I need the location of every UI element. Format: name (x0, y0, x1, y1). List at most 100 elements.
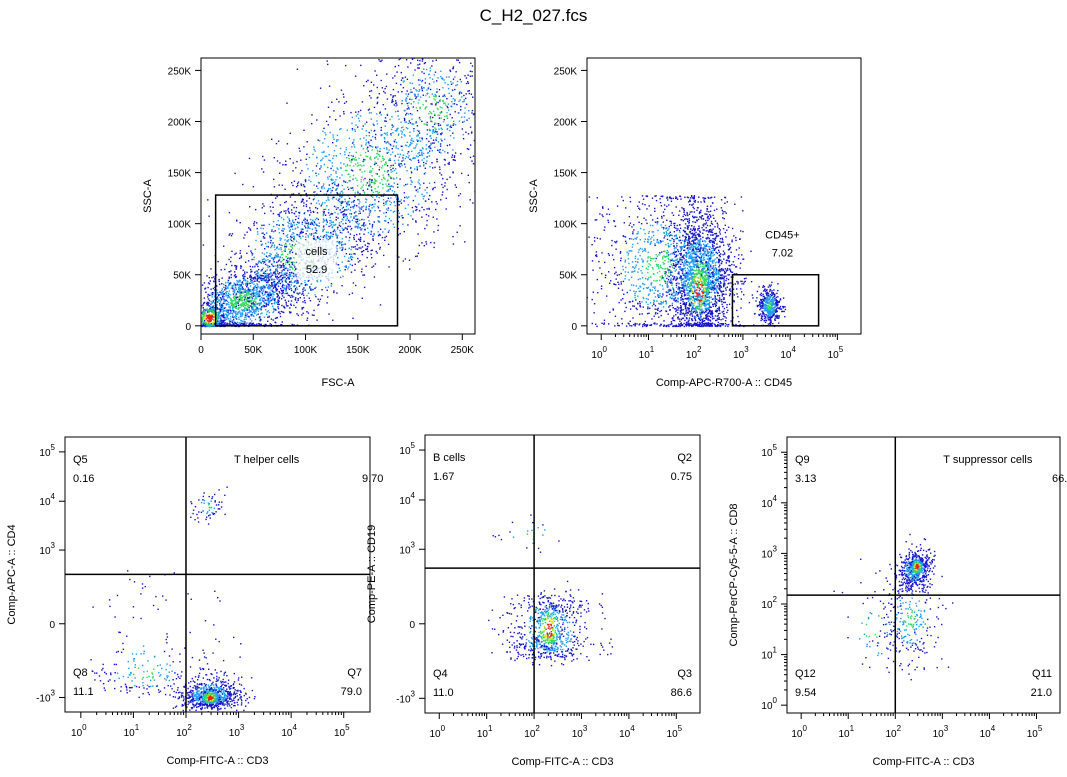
quadrant-value: 1.67 (433, 471, 454, 483)
x-tick-label: 0 (198, 345, 204, 356)
x-tick-label: 101 (124, 723, 140, 739)
x-tick-label: 103 (229, 723, 245, 739)
y-tick-label: 150K (168, 169, 192, 180)
x-tick-label: 103 (572, 724, 588, 740)
y-tick-label: 103 (761, 544, 777, 560)
x-tick-label: 105 (667, 724, 683, 740)
y-tick-label: 105 (399, 441, 415, 457)
quadrant-name: Q7 (347, 667, 362, 679)
quadrant-value: 66.4 (1052, 473, 1067, 485)
y-axis-label: Comp-APC-A :: CD4 (6, 524, 18, 624)
quadrant-value: 9.70 (362, 473, 383, 485)
x-tick-label: 105 (1027, 724, 1043, 740)
x-axis-label: Comp-FITC-A :: CD3 (872, 756, 974, 768)
plot-cd3-cd8-events (833, 533, 954, 681)
x-tick-label: 104 (780, 345, 796, 361)
gate-cells (214, 194, 399, 327)
quadrant-name: Q9 (795, 454, 810, 466)
quadrant-value: 11.1 (73, 686, 94, 698)
quadrant-value: 0.75 (671, 471, 692, 483)
x-tick-label: 100 (71, 723, 87, 739)
x-tick-label: 105 (334, 723, 350, 739)
y-tick-label: 150K (554, 169, 578, 180)
y-tick-label: 100 (761, 696, 777, 712)
quadrant-value: 9.54 (795, 687, 816, 699)
x-axis-label: FSC-A (322, 377, 356, 389)
y-tick-label: 200K (554, 117, 578, 128)
y-tick-label: 103 (399, 540, 415, 556)
y-tick-label: 105 (39, 443, 55, 459)
y-tick-label: 0 (571, 322, 577, 333)
y-tick-label: 200K (168, 117, 192, 128)
x-axis-label: Comp-FITC-A :: CD3 (511, 756, 613, 768)
y-tick-label: 104 (399, 491, 415, 507)
x-tick-label: 102 (886, 724, 902, 740)
quadrant-value: 21.0 (1031, 687, 1052, 699)
x-tick-label: 104 (619, 724, 635, 740)
plot-cd3-cd8: 100 101 102 103 104 105 100 101 102 103 104 105 Comp… (728, 436, 1067, 768)
y-tick-label: 50K (559, 271, 577, 282)
quadrant-value: 79.0 (341, 686, 362, 698)
x-tick-label: 105 (828, 345, 844, 361)
plot-cd3-cd19-events (488, 514, 614, 667)
x-tick-label: 103 (933, 724, 949, 740)
plot-cd3-cd19: 100 101 102 103 104 105 -103 0 103 104 105 Comp-FIT… (366, 434, 701, 768)
quadrant-name: Q5 (73, 454, 88, 466)
y-tick-label: 102 (761, 595, 777, 611)
y-tick-label: 250K (168, 66, 192, 77)
plot-fsc-ssc-events (201, 58, 475, 328)
x-tick-label: 102 (524, 724, 540, 740)
x-tick-label: 101 (838, 724, 854, 740)
gate-value: 52.9 (306, 264, 327, 276)
x-tick-label: 103 (733, 345, 749, 361)
x-tick-label: 100 (591, 345, 607, 361)
x-tick-label: 104 (980, 724, 996, 740)
quadrant-name: T suppressor cells (943, 454, 1033, 466)
x-axis-label: Comp-FITC-A :: CD3 (166, 755, 268, 767)
gate-name: cells (306, 246, 329, 258)
y-tick-label: -103 (396, 689, 415, 705)
quadrant-value: 0.16 (73, 473, 94, 485)
x-tick-label: 50K (244, 345, 262, 356)
x-tick-label: 102 (176, 723, 192, 739)
plot-cd3-cd19-frame (424, 434, 701, 714)
quadrant-name: Q4 (433, 668, 448, 680)
quadrant-value: 3.13 (795, 473, 816, 485)
y-tick-label: 250K (554, 66, 578, 77)
y-tick-label: 103 (39, 541, 55, 557)
quadrant-name: B cells (433, 452, 466, 464)
plot-fsc-ssc: 0 50K 100K 150K 200K 250K 0 50K 100K 150K 200K 250K… (142, 57, 476, 389)
x-tick-label: 102 (686, 345, 702, 361)
y-tick-label: 50K (173, 271, 191, 282)
plot-cd45-ssc-events (587, 195, 787, 328)
y-tick-label: 100K (168, 220, 192, 231)
y-tick-label: 100K (554, 220, 578, 231)
quadrant-name: Q2 (677, 452, 692, 464)
quadrant-name: Q3 (677, 668, 692, 680)
y-tick-label: 101 (761, 646, 777, 662)
x-tick-label: 101 (639, 345, 655, 361)
y-tick-label: -103 (36, 688, 55, 704)
plot-cd3-cd4-events (90, 486, 256, 712)
y-tick-label: 0 (409, 620, 415, 631)
y-tick-label: 104 (761, 494, 777, 510)
y-axis-label: SSC-A (142, 179, 154, 213)
plot-cd45-ssc: 100 101 102 103 104 105 0 50K 100K 150K 200K 250K Co… (528, 57, 862, 389)
x-tick-label: 200K (398, 345, 422, 356)
quadrant-name: Q8 (73, 667, 88, 679)
x-tick-label: 100 (791, 724, 807, 740)
y-tick-label: 0 (185, 322, 191, 333)
gate-value: 7.02 (772, 248, 793, 260)
y-tick-label: 105 (761, 443, 777, 459)
page-title: C_H2_027.fcs (479, 6, 588, 25)
x-tick-label: 100 (429, 724, 445, 740)
y-axis-label: Comp-PerCP-Cy5-5-A :: CD8 (728, 503, 740, 646)
x-tick-label: 150K (346, 345, 370, 356)
plot-cd3-cd4: 100 101 102 103 104 105 -103 0 103 104 105 Comp-FIT… (6, 436, 383, 767)
y-axis-label: Comp-PE-A :: CD19 (366, 525, 378, 623)
x-axis-label: Comp-APC-R700-A :: CD45 (656, 377, 792, 389)
plot-cd45-ssc-frame (586, 57, 862, 335)
y-axis-label: SSC-A (528, 179, 540, 213)
quadrant-name: Q11 (1032, 668, 1052, 680)
